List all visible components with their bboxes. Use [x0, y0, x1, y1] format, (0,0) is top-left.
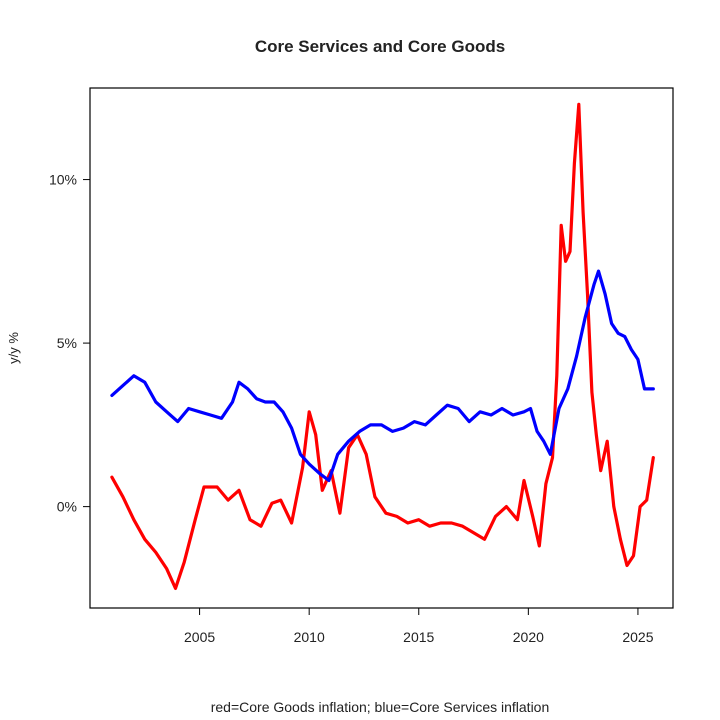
series-layer — [110, 102, 655, 590]
series-line-1 — [110, 102, 655, 590]
y-axis: 0% 5% 10% — [49, 172, 90, 515]
y-tick-label-0: 0% — [57, 499, 77, 515]
chart-title: Core Services and Core Goods — [255, 37, 505, 56]
x-tick-label-2005: 2005 — [184, 629, 215, 645]
x-tick-label-2020: 2020 — [513, 629, 544, 645]
y-tick-label-10: 10% — [49, 172, 77, 188]
x-tick-label-2015: 2015 — [403, 629, 434, 645]
x-tick-label-2010: 2010 — [294, 629, 325, 645]
chart-caption: red=Core Goods inflation; blue=Core Serv… — [211, 699, 550, 715]
x-axis: 2005 2010 2015 2020 2025 — [184, 608, 654, 645]
series-line-2 — [110, 269, 655, 483]
plot-frame — [89, 87, 674, 609]
x-tick-label-2025: 2025 — [622, 629, 653, 645]
y-tick-label-5: 5% — [57, 335, 77, 351]
y-axis-label: y/y % — [6, 332, 21, 364]
